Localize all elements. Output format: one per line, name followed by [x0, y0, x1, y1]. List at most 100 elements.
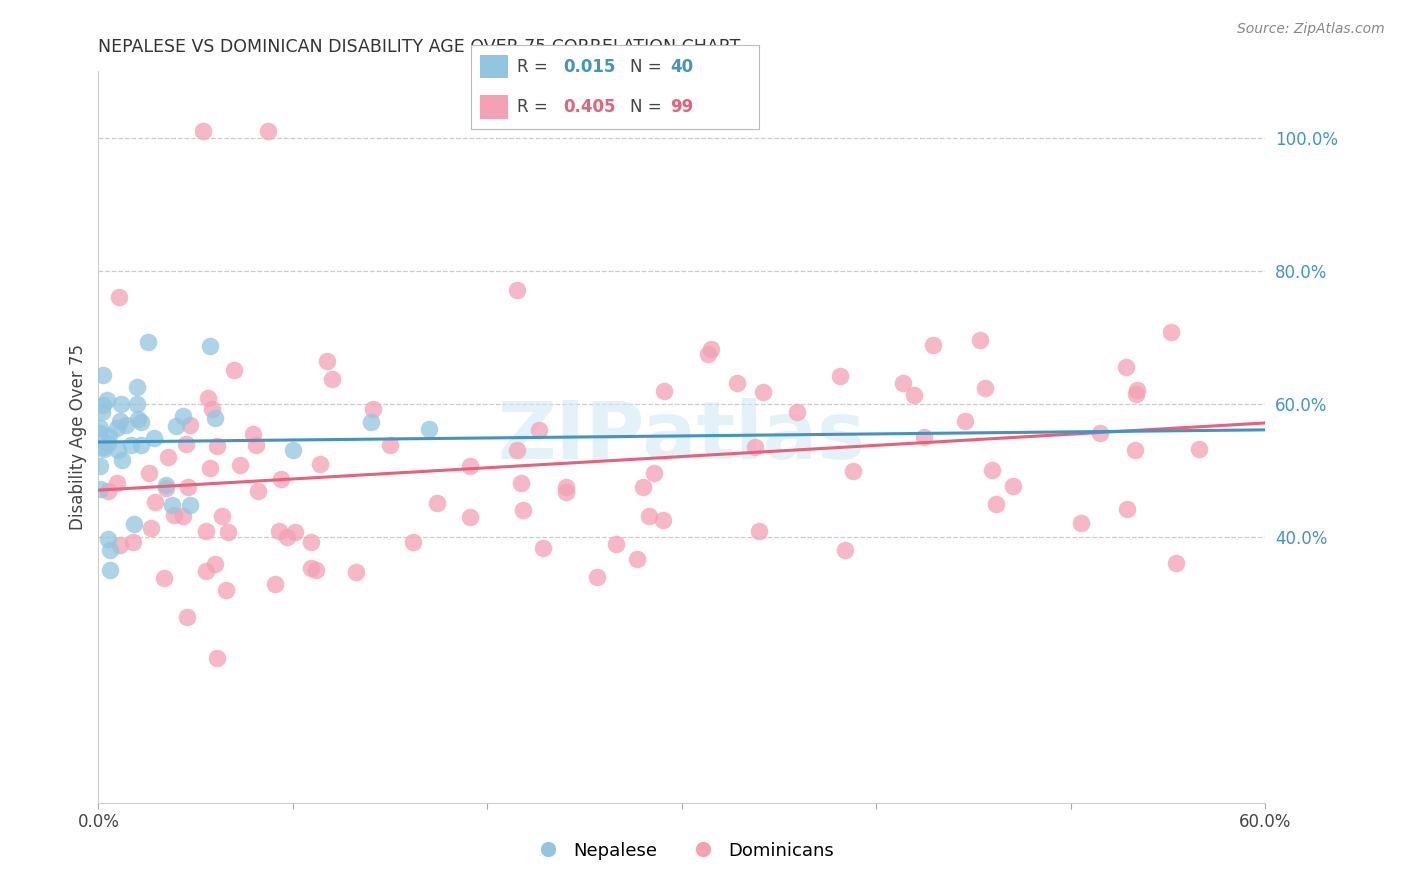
Point: [96, 393, 118, 408]
Text: NEPALESE VS DOMINICAN DISABILITY AGE OVER 75 CORRELATION CHART: NEPALESE VS DOMINICAN DISABILITY AGE OVE…: [98, 38, 741, 56]
Point: [211, 508, 233, 523]
FancyBboxPatch shape: [479, 95, 509, 120]
Point: [143, 431, 166, 445]
Point: [458, 509, 481, 524]
Point: [89, 482, 111, 496]
FancyBboxPatch shape: [479, 54, 509, 78]
Point: [752, 384, 775, 399]
Point: [107, 442, 129, 457]
Point: [247, 483, 270, 498]
Point: [89, 426, 111, 441]
Point: [114, 418, 136, 433]
Point: [981, 463, 1004, 477]
Point: [299, 561, 322, 575]
Point: [974, 382, 997, 396]
Point: [195, 564, 218, 578]
Point: [267, 524, 290, 538]
Point: [172, 509, 194, 524]
Point: [263, 577, 285, 591]
Point: [172, 409, 194, 423]
Point: [418, 422, 440, 436]
Point: [697, 347, 720, 361]
Point: [426, 496, 449, 510]
Point: [97, 483, 120, 498]
Point: [1125, 387, 1147, 401]
Legend: Nepalese, Dominicans: Nepalese, Dominicans: [523, 835, 841, 867]
Point: [93, 442, 115, 456]
Point: [91, 368, 114, 382]
Point: [204, 411, 226, 425]
Point: [748, 524, 770, 538]
Text: N =: N =: [630, 98, 666, 116]
Point: [155, 478, 177, 492]
Point: [380, 438, 402, 452]
Point: [270, 472, 292, 486]
Point: [141, 521, 163, 535]
Point: [700, 342, 723, 356]
Point: [155, 481, 177, 495]
Point: [97, 532, 120, 546]
Point: [91, 441, 114, 455]
Point: [108, 290, 131, 304]
Point: [360, 415, 382, 429]
Point: [89, 420, 111, 434]
Point: [401, 535, 423, 549]
Y-axis label: Disability Age Over 75: Disability Age Over 75: [69, 344, 87, 530]
Point: [903, 388, 925, 402]
Point: [554, 480, 576, 494]
Point: [786, 405, 808, 419]
Point: [122, 516, 145, 531]
Point: [830, 369, 852, 384]
Point: [1188, 442, 1211, 457]
Point: [98, 429, 121, 443]
Point: [1126, 383, 1149, 397]
Point: [120, 438, 142, 452]
Point: [229, 458, 252, 472]
Point: [153, 570, 176, 584]
Point: [108, 414, 131, 428]
Point: [458, 458, 481, 473]
Point: [160, 498, 183, 512]
Point: [1001, 479, 1024, 493]
Point: [284, 525, 307, 540]
Point: [1116, 502, 1139, 516]
Point: [344, 565, 367, 579]
Point: [127, 411, 149, 425]
Point: [842, 463, 865, 477]
Point: [201, 402, 224, 417]
Point: [1070, 516, 1092, 530]
Point: [176, 609, 198, 624]
Point: [179, 417, 201, 432]
Point: [299, 534, 322, 549]
Point: [179, 498, 201, 512]
Point: [207, 439, 229, 453]
Point: [986, 498, 1008, 512]
Point: [222, 363, 245, 377]
Point: [129, 438, 152, 452]
Point: [107, 476, 129, 491]
Point: [165, 418, 187, 433]
Point: [1125, 442, 1147, 457]
Point: [205, 651, 228, 665]
Point: [157, 450, 180, 465]
Point: [198, 339, 221, 353]
Point: [125, 397, 148, 411]
Text: ZIPatlas: ZIPatlas: [498, 398, 866, 476]
Point: [111, 453, 134, 467]
Point: [198, 460, 221, 475]
Point: [309, 457, 332, 471]
Text: R =: R =: [517, 58, 553, 76]
Point: [505, 443, 527, 458]
Point: [643, 466, 665, 480]
Point: [305, 563, 328, 577]
Point: [215, 583, 238, 598]
Point: [361, 401, 384, 416]
Point: [969, 333, 991, 347]
Point: [143, 495, 166, 509]
Point: [122, 535, 145, 549]
Point: [605, 537, 627, 551]
Point: [744, 440, 766, 454]
Text: 40: 40: [669, 58, 693, 76]
Point: [98, 543, 121, 558]
Point: [177, 480, 200, 494]
